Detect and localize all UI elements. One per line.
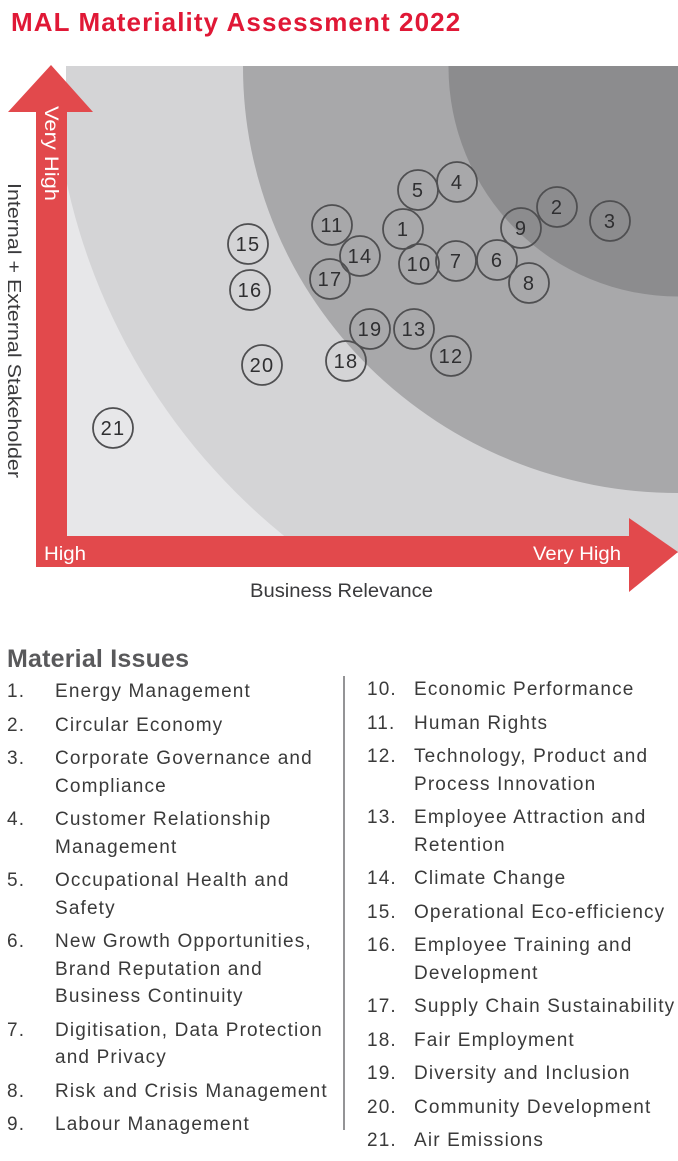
- svg-text:9: 9: [515, 218, 527, 240]
- svg-text:Business Relevance: Business Relevance: [250, 581, 433, 602]
- svg-text:2: 2: [551, 197, 563, 219]
- svg-text:Internal + External Stakeholde: Internal + External Stakeholder: [4, 183, 24, 478]
- svg-text:Very High: Very High: [533, 544, 621, 565]
- svg-text:10: 10: [407, 254, 432, 276]
- svg-text:17: 17: [318, 269, 343, 291]
- svg-text:11: 11: [320, 215, 343, 237]
- svg-text:16: 16: [238, 280, 263, 302]
- svg-text:6: 6: [491, 250, 503, 272]
- svg-text:15: 15: [236, 234, 261, 256]
- svg-text:18: 18: [334, 351, 359, 373]
- svg-text:5: 5: [412, 180, 424, 202]
- svg-text:1: 1: [397, 219, 409, 241]
- svg-text:12: 12: [439, 346, 464, 368]
- svg-text:19: 19: [358, 319, 383, 341]
- svg-text:High: High: [44, 544, 86, 565]
- svg-text:20: 20: [250, 355, 275, 377]
- svg-text:7: 7: [450, 251, 462, 273]
- svg-text:3: 3: [604, 211, 616, 233]
- svg-text:4: 4: [451, 172, 463, 194]
- svg-text:Very High: Very High: [40, 106, 61, 201]
- svg-text:13: 13: [402, 319, 427, 341]
- svg-text:14: 14: [348, 246, 373, 268]
- svg-text:21: 21: [101, 418, 126, 440]
- svg-text:8: 8: [523, 273, 535, 295]
